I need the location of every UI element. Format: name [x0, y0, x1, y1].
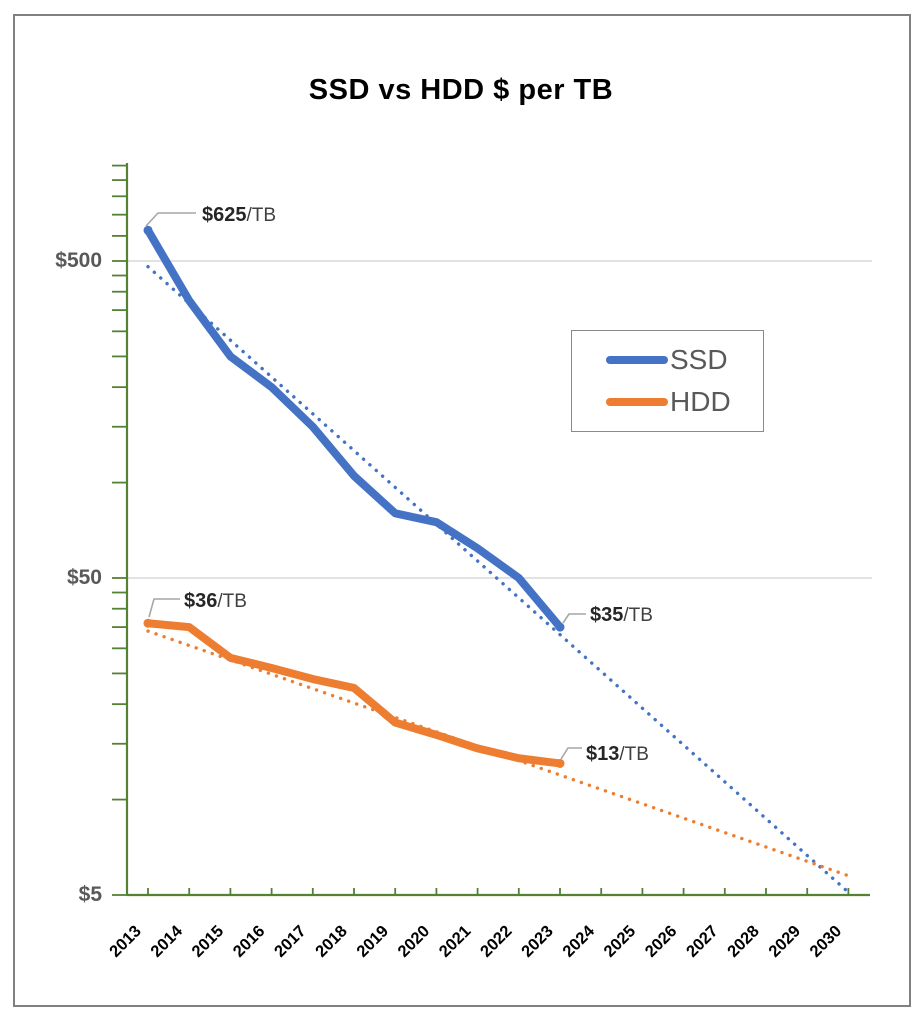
x-axis-label: 2018 [312, 922, 351, 961]
x-axis-label: 2025 [601, 922, 640, 961]
annotation-ssd-start: $625/TB [202, 202, 276, 230]
x-axis-label: 2014 [147, 922, 186, 961]
x-axis-label: 2017 [271, 922, 310, 961]
x-axis-label: 2016 [230, 922, 269, 961]
hdd-line-swatch [606, 398, 668, 407]
x-axis-label: 2026 [642, 922, 681, 961]
annotation-value: $625 [202, 204, 247, 226]
annotation-leader-line [560, 747, 582, 760]
ssd-endpoint-marker [555, 622, 565, 632]
hdd-endpoint-marker [143, 618, 153, 628]
annotation-value: $35 [590, 604, 624, 626]
legend-item-ssd: SSD [572, 343, 763, 375]
chart-title: SSD vs HDD $ per TB [308, 74, 614, 106]
x-axis-label: 2019 [353, 922, 392, 961]
x-axis-label: 2022 [477, 922, 516, 961]
x-axis-label: 2028 [724, 922, 763, 961]
annotation-value: $13 [586, 743, 620, 765]
legend: SSD HDD [571, 330, 764, 432]
legend-label-hdd: HDD [670, 386, 731, 418]
ssd-line [144, 226, 564, 632]
x-axis-label: 2027 [683, 922, 722, 961]
hdd-endpoint-marker [555, 758, 565, 768]
x-axis-label: 2029 [765, 922, 804, 961]
x-axis-label: 2023 [518, 922, 557, 961]
x-axis-label: 2024 [559, 922, 598, 961]
annotation-ssd-end: $35/TB [590, 602, 653, 630]
ssd-trendline [146, 264, 851, 894]
x-axis-label: 2030 [807, 922, 846, 961]
y-axis-label-5: $5 [78, 883, 102, 906]
hdd-line [144, 619, 564, 768]
ssd-endpoint-marker [143, 225, 153, 235]
chart-frame [13, 14, 911, 1007]
x-axis-label: 2021 [436, 922, 475, 961]
annotation-leader-line [148, 598, 180, 618]
ssd-line-swatch [606, 355, 668, 364]
annotation-value: $36 [184, 590, 218, 612]
x-axis-label: 2015 [189, 922, 228, 961]
annotation-hdd-start: $36/TB [184, 588, 247, 616]
annotation-unit: /TB [619, 744, 649, 765]
annotation-hdd-end: $13/TB [586, 741, 649, 769]
annotation-leader-line [562, 613, 586, 624]
annotation-unit: /TB [217, 591, 247, 612]
annotation-unit: /TB [623, 605, 653, 626]
y-axis-label-50: $50 [66, 566, 102, 589]
y-axis-label-500: $500 [55, 249, 102, 272]
x-axis-label: 2020 [395, 922, 434, 961]
legend-label-ssd: SSD [670, 343, 728, 375]
annotation-leader-line [145, 212, 196, 227]
x-axis-label: 2013 [106, 922, 145, 961]
annotation-unit: /TB [246, 205, 277, 226]
legend-item-hdd: HDD [572, 388, 763, 416]
